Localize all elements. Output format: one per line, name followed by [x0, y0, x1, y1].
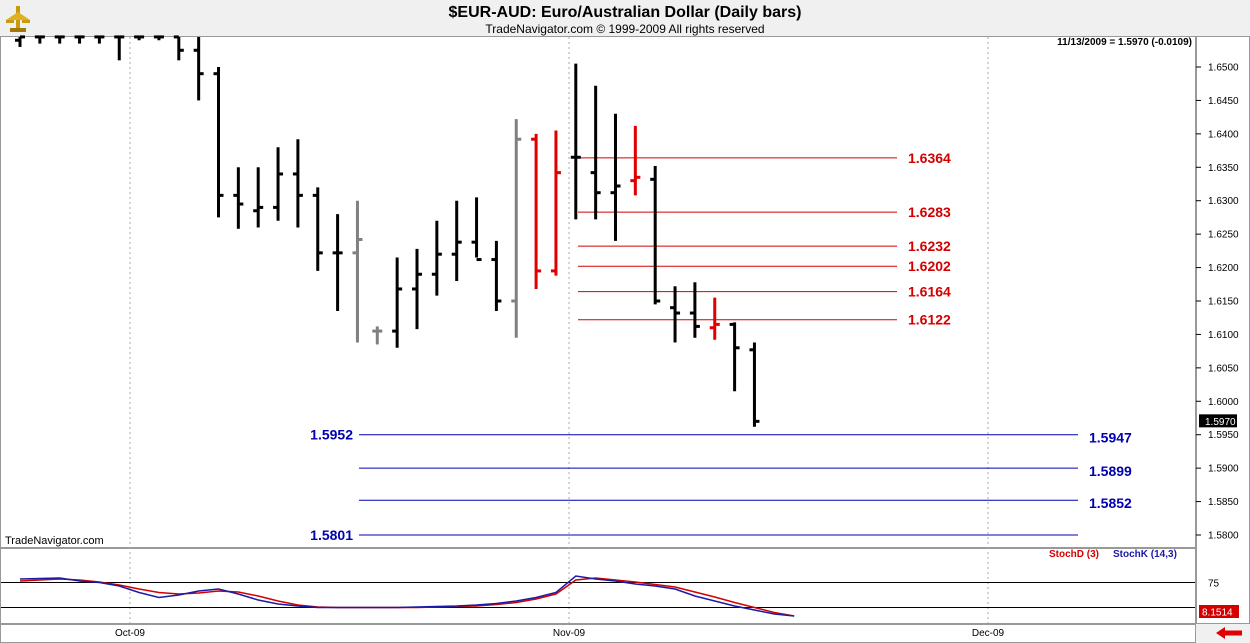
price-panel[interactable] — [0, 36, 1196, 548]
footer-credit: TradeNavigator.com — [5, 535, 104, 547]
chart-subtitle: TradeNavigator.com © 1999-2009 All right… — [485, 22, 765, 36]
stochastic-panel[interactable] — [0, 548, 1196, 624]
scroll-left-arrow-icon[interactable] — [1216, 627, 1242, 639]
last-price-info: 11/13/2009 = 1.5970 (-0.0109) — [1057, 37, 1192, 48]
stochd-legend: StochD (3) — [1049, 549, 1099, 560]
price-axis[interactable] — [1196, 36, 1250, 624]
stochk-legend: StochK (14,3) — [1113, 549, 1177, 560]
chart-title: $EUR-AUD: Euro/Australian Dollar (Daily … — [448, 4, 802, 21]
trade-navigator-logo — [6, 6, 30, 32]
date-axis[interactable] — [0, 624, 1196, 643]
